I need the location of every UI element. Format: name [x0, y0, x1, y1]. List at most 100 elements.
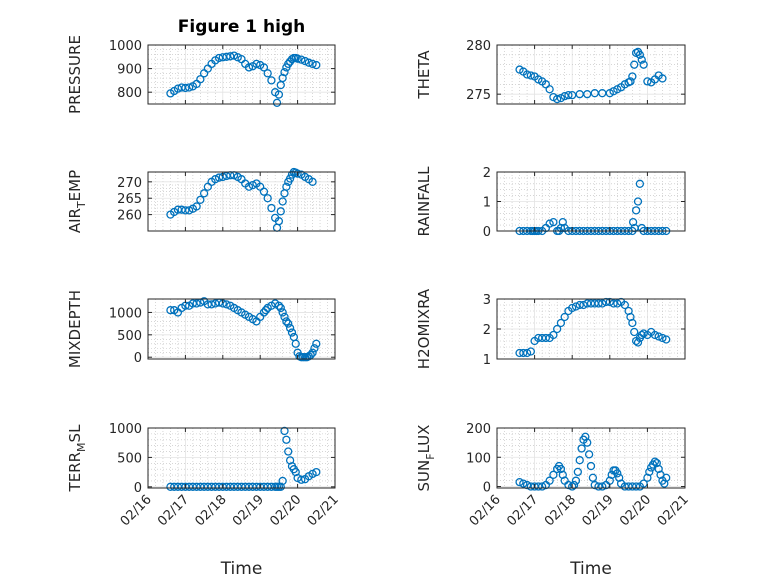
subplot-h2omixra: 1 2 3 H2OMIXRA: [415, 288, 686, 369]
y-axis-label-base: AIR: [66, 208, 84, 233]
data-point: [196, 195, 205, 205]
subplot-mixdepth: 0 500 1000 MIXDEPTH: [66, 290, 336, 368]
data-point: [545, 476, 554, 485]
y-axis-label-base: RAINFALL: [415, 166, 433, 237]
data-point: [229, 51, 239, 60]
y-axis-label: TERRMSL: [66, 424, 88, 493]
y-axis-label-rest: EMP: [66, 170, 84, 201]
y-tick-label: 800: [117, 86, 142, 101]
data-point: [519, 348, 528, 358]
y-axis-label-subscript: M: [75, 442, 88, 452]
y-axis-label-base: MIXDEPTH: [66, 290, 84, 368]
data-point: [620, 300, 629, 310]
data-point: [586, 461, 596, 471]
data-point: [276, 207, 285, 216]
data-point: [598, 299, 607, 308]
y-tick-label: 1: [483, 353, 491, 368]
y-tick-label: 275: [466, 88, 491, 103]
data-point: [643, 473, 652, 482]
y-tick-label: 200: [466, 422, 491, 437]
data-point: [274, 90, 284, 99]
data-point: [267, 76, 276, 85]
subplot-sun-flux: 0 100 200 02/16 02/17 02/18 02/19 02/20 02/21 Tim…: [415, 422, 692, 579]
data-point: [261, 306, 270, 315]
y-axis-label: AIRTEMP: [66, 170, 88, 233]
data-point: [558, 470, 567, 479]
data-point: [549, 330, 558, 340]
data-point: [650, 330, 660, 340]
data-point: [658, 74, 667, 83]
data-point: [312, 60, 321, 70]
data-point: [211, 175, 220, 184]
data-point: [553, 94, 562, 104]
data-point: [282, 317, 291, 326]
data-point: [633, 197, 643, 206]
y-axis-label-base: H2OMIXRA: [415, 288, 433, 369]
x-tick-label: 02/17: [504, 492, 541, 529]
data-point: [267, 203, 276, 213]
y-axis-label-subscript: T: [75, 201, 88, 209]
data-point: [637, 330, 646, 340]
data-point: [588, 473, 598, 482]
data-point: [579, 300, 588, 310]
data-point: [594, 482, 603, 491]
data-point: [244, 182, 254, 191]
y-axis-label: THETA: [415, 50, 433, 100]
data-point: [280, 426, 289, 436]
y-axis-label: MIXDEPTH: [66, 290, 84, 368]
y-tick-label: 900: [117, 63, 142, 78]
data-point: [263, 69, 272, 78]
y-axis-label-subscript: F: [424, 453, 437, 459]
data-point: [631, 206, 641, 215]
data-point: [285, 174, 295, 183]
y-tick-label: 0: [483, 481, 491, 496]
y-axis-label-rest: LUX: [415, 425, 433, 454]
y-tick-label: 1000: [109, 39, 142, 54]
y-tick-label: 500: [117, 329, 142, 344]
x-tick-label: 02/16: [467, 492, 504, 529]
data-point: [300, 56, 310, 66]
y-tick-label: 2: [483, 323, 491, 338]
data-point: [635, 179, 645, 188]
data-point: [615, 473, 624, 482]
data-point: [304, 58, 313, 67]
data-point: [308, 348, 317, 357]
data-point: [184, 206, 194, 215]
data-point: [652, 458, 661, 468]
data-point: [660, 479, 669, 488]
data-point: [284, 319, 293, 328]
data-point: [654, 332, 663, 341]
data-point: [192, 299, 201, 308]
subplot-terr-msl: 0 500 1000 02/16 02/17 02/18 02/19 02/20 02/21 Ti…: [66, 422, 342, 579]
data-point: [662, 335, 671, 344]
data-point: [639, 329, 648, 338]
data-point: [297, 55, 306, 64]
data-point: [628, 217, 638, 227]
data-point: [526, 347, 535, 356]
data-point: [575, 300, 584, 310]
subplot-pressure: 800 900 1000 Figure 1 high PRESSURE: [66, 17, 336, 114]
data-point: [571, 476, 581, 485]
data-point: [556, 464, 566, 474]
axes-box: [147, 44, 336, 105]
x-tick-label: 02/21: [655, 492, 692, 529]
data-point: [650, 457, 660, 466]
axes-box: [496, 427, 686, 489]
data-point: [285, 323, 295, 333]
data-point: [278, 197, 287, 206]
data-point: [259, 63, 269, 72]
data-point: [310, 344, 319, 353]
data-point: [244, 63, 254, 72]
data-point: [308, 177, 317, 186]
data-point: [263, 194, 272, 203]
data-point: [272, 98, 282, 107]
y-tick-label: 100: [466, 451, 491, 466]
data-point: [658, 333, 667, 343]
data-point: [252, 59, 261, 69]
data-point: [306, 350, 315, 360]
data-point: [278, 308, 287, 317]
data-point: [626, 77, 635, 86]
data-point: [214, 173, 224, 182]
x-tick-label: 02/21: [305, 492, 342, 529]
data-point: [581, 432, 590, 441]
